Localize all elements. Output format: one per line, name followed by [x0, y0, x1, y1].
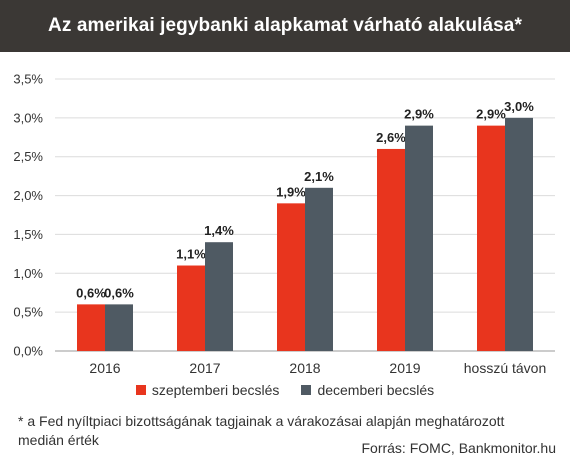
data-label: 2,9%	[476, 107, 506, 122]
legend-item-september: szeptemberi becslés	[135, 382, 280, 398]
title-bar: Az amerikai jegybanki alapkamat várható …	[0, 0, 570, 52]
data-label: 1,9%	[276, 184, 306, 199]
y-tick-label: 3,5%	[13, 72, 43, 87]
data-label: 0,6%	[76, 285, 106, 300]
x-tick-label: 2016	[89, 360, 120, 376]
chart-title: Az amerikai jegybanki alapkamat várható …	[48, 15, 522, 36]
data-label: 0,6%	[104, 285, 134, 300]
data-label: 2,6%	[376, 130, 406, 145]
bar	[177, 265, 205, 351]
y-tick-label: 1,5%	[13, 227, 43, 242]
bar	[205, 242, 233, 351]
footnote: * a Fed nyíltpiaci bizottságának tagjain…	[18, 413, 505, 448]
data-label: 2,1%	[304, 169, 334, 184]
legend: szeptemberi becslés decemberi becslés	[0, 382, 570, 398]
x-tick-label: 2018	[289, 360, 320, 376]
bar	[505, 117, 533, 351]
bar	[405, 125, 433, 351]
bar	[477, 125, 505, 351]
bar	[77, 304, 105, 351]
y-tick-label: 0,5%	[13, 305, 43, 320]
legend-label-september: szeptemberi becslés	[151, 382, 280, 398]
bar	[305, 187, 333, 351]
data-label: 1,4%	[204, 223, 234, 238]
legend-item-december: decemberi becslés	[301, 382, 434, 398]
y-tick-label: 3,0%	[13, 110, 43, 125]
bar	[105, 304, 133, 351]
legend-swatch-december	[301, 385, 312, 395]
bar	[377, 148, 405, 351]
y-tick-label: 1,0%	[13, 266, 43, 281]
x-tick-label: 2019	[389, 360, 420, 376]
y-tick-label: 2,0%	[13, 188, 43, 203]
bar	[277, 203, 305, 351]
data-label: 2,9%	[404, 107, 434, 122]
source-note: Forrás: FOMC, Bankmonitor.hu	[361, 440, 556, 456]
legend-swatch-september	[135, 385, 146, 395]
y-tick-label: 2,5%	[13, 149, 43, 164]
x-tick-label: hosszú távon	[464, 360, 547, 376]
y-tick-label: 0,0%	[13, 344, 43, 359]
x-tick-label: 2017	[189, 360, 220, 376]
bar-chart: 0,0% 0,5% 1,0% 1,5% 2,0% 2,5% 3,0% 3,5% 0,6%0,6%…	[13, 72, 555, 376]
data-label: 3,0%	[504, 99, 534, 114]
legend-label-december: decemberi becslés	[317, 382, 435, 398]
data-label: 1,1%	[176, 247, 206, 262]
